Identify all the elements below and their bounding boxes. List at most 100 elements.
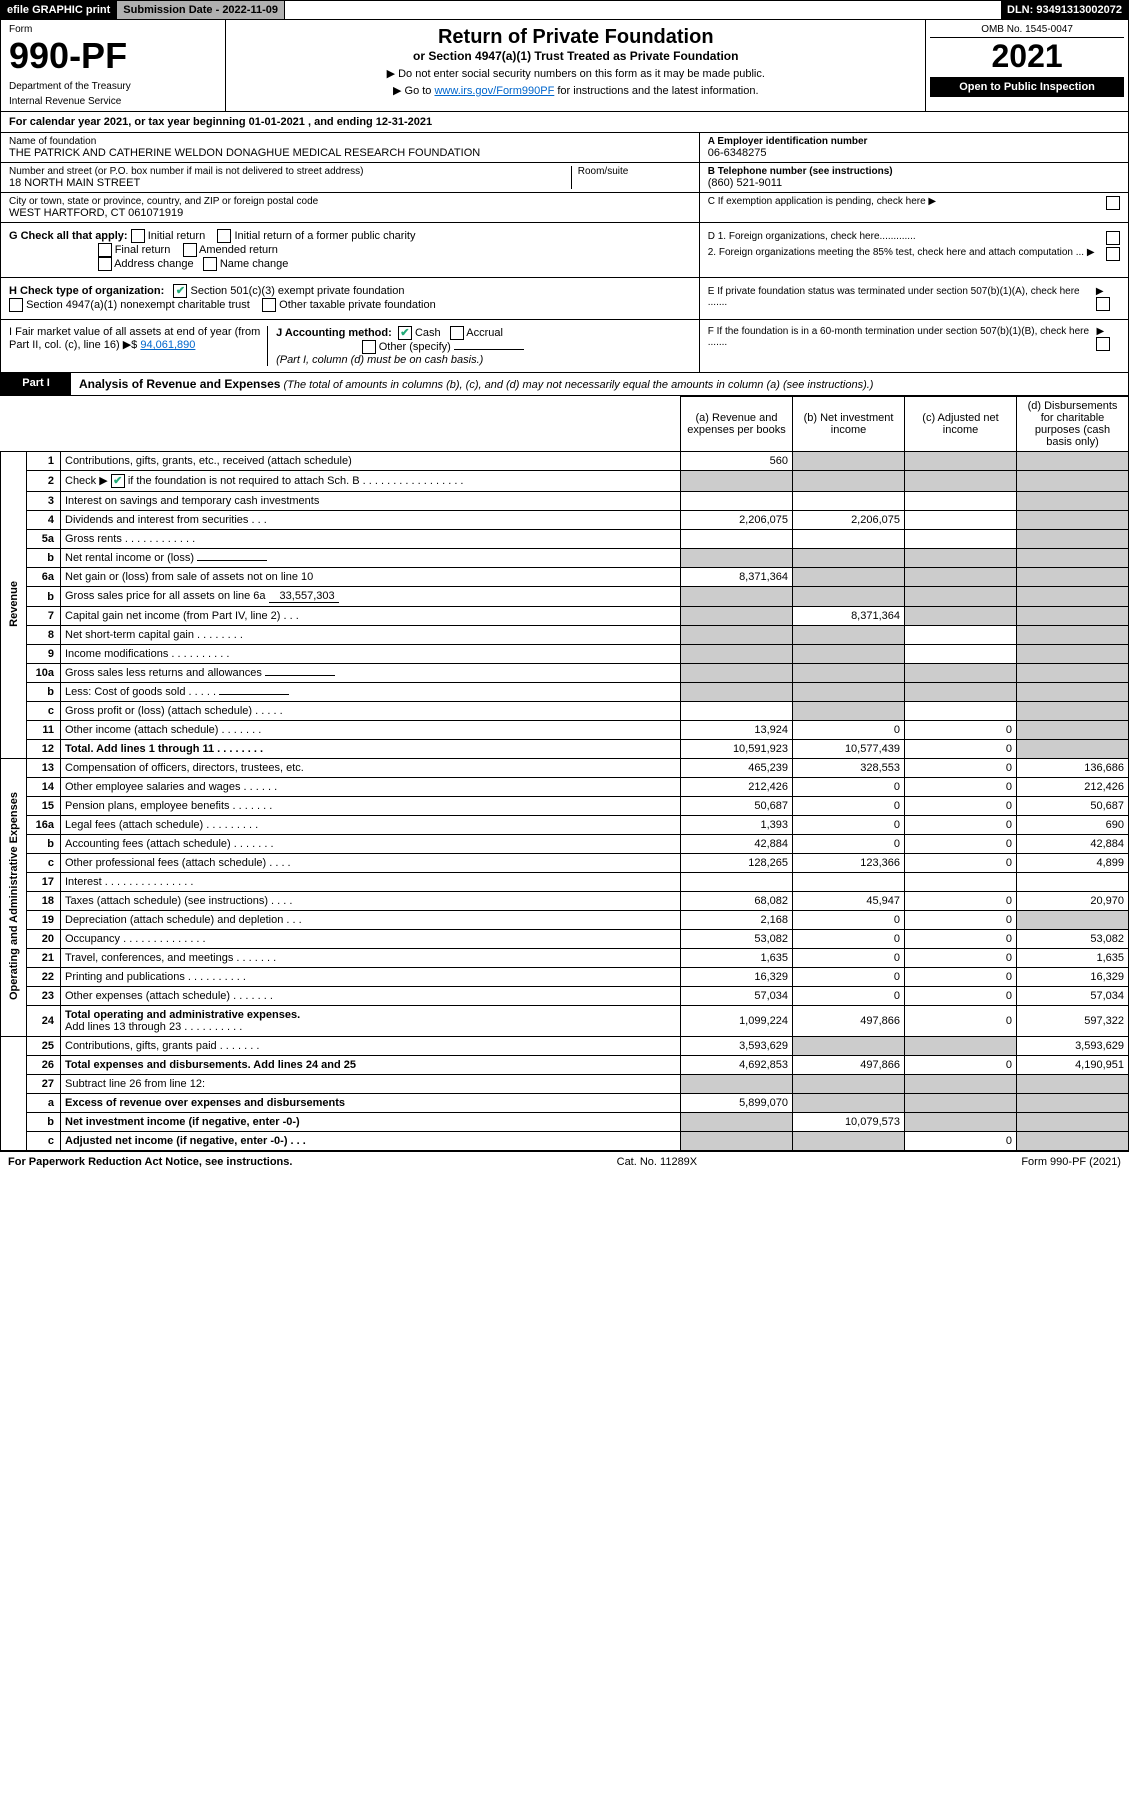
omb-number: OMB No. 1545-0047 xyxy=(930,24,1124,38)
h-501c3-checkbox[interactable]: ✔ xyxy=(173,284,187,298)
open-inspection: Open to Public Inspection xyxy=(930,77,1124,97)
table-row: 7Capital gain net income (from Part IV, … xyxy=(1,607,1129,626)
table-row: 25Contributions, gifts, grants paid . . … xyxy=(1,1037,1129,1056)
part1-header: Part I Analysis of Revenue and Expenses … xyxy=(0,373,1129,396)
d-section: D 1. Foreign organizations, check here..… xyxy=(700,223,1128,277)
part1-desc: Analysis of Revenue and Expenses (The to… xyxy=(71,373,1128,395)
inline-blank xyxy=(197,560,267,561)
e-section: E If private foundation status was termi… xyxy=(700,278,1128,319)
city-c-row: City or town, state or province, country… xyxy=(0,193,1129,223)
part1-title: Analysis of Revenue and Expenses xyxy=(79,377,280,391)
j-o2: Accrual xyxy=(466,327,503,339)
part1-label: Part I xyxy=(1,373,71,395)
h-o3: Other taxable private foundation xyxy=(279,299,436,311)
g-amended-checkbox[interactable] xyxy=(183,243,197,257)
table-row: 14Other employee salaries and wages . . … xyxy=(1,778,1129,797)
tax-year: 2021 xyxy=(930,38,1124,75)
header-right: OMB No. 1545-0047 2021 Open to Public In… xyxy=(925,20,1128,111)
form-number: 990-PF xyxy=(9,35,217,77)
row-num: 2 xyxy=(27,471,61,492)
table-row: 11Other income (attach schedule) . . . .… xyxy=(1,721,1129,740)
table-row: bNet rental income or (loss) xyxy=(1,549,1129,568)
j-accrual-checkbox[interactable] xyxy=(450,326,464,340)
j-other-checkbox[interactable] xyxy=(362,340,376,354)
foundation-name-cell: Name of foundation THE PATRICK AND CATHE… xyxy=(1,133,700,163)
ein-value: 06-6348275 xyxy=(708,147,1120,159)
j-cash-checkbox[interactable]: ✔ xyxy=(398,326,412,340)
j-section: J Accounting method: ✔ Cash Accrual Othe… xyxy=(268,326,691,366)
j-other-line xyxy=(454,349,524,350)
form-instructions-link[interactable]: www.irs.gov/Form990PF xyxy=(434,85,554,97)
table-row: 17Interest . . . . . . . . . . . . . . . xyxy=(1,873,1129,892)
e-checkbox[interactable] xyxy=(1096,297,1110,311)
table-row: 20Occupancy . . . . . . . . . . . . . .5… xyxy=(1,930,1129,949)
phone-label: B Telephone number (see instructions) xyxy=(708,166,893,177)
cell-na xyxy=(905,452,1017,471)
g-namechg-checkbox[interactable] xyxy=(203,257,217,271)
col-b-header: (b) Net investment income xyxy=(793,397,905,452)
col-d-header: (d) Disbursements for charitable purpose… xyxy=(1017,397,1129,452)
address-value: 18 NORTH MAIN STREET xyxy=(9,177,571,189)
line6b-inline: 33,557,303 xyxy=(269,590,339,603)
table-row: bNet investment income (if negative, ent… xyxy=(1,1113,1129,1132)
d2-checkbox[interactable] xyxy=(1106,247,1120,261)
table-row: 12Total. Add lines 1 through 11 . . . . … xyxy=(1,740,1129,759)
table-row: 23Other expenses (attach schedule) . . .… xyxy=(1,987,1129,1006)
g-former-checkbox[interactable] xyxy=(217,229,231,243)
footer-left: For Paperwork Reduction Act Notice, see … xyxy=(8,1156,292,1168)
dept-label: Department of the Treasury xyxy=(9,81,217,92)
h-label: H Check type of organization: xyxy=(9,285,164,297)
name-label: Name of foundation xyxy=(9,136,691,147)
part1-table: (a) Revenue and expenses per books (b) N… xyxy=(0,396,1129,1151)
city-value: WEST HARTFORD, CT 061071919 xyxy=(9,207,691,219)
row-desc: Contributions, gifts, grants, etc., rece… xyxy=(61,452,681,471)
d1-checkbox[interactable] xyxy=(1106,231,1120,245)
j-o1: Cash xyxy=(415,327,441,339)
e-label: E If private foundation status was termi… xyxy=(708,286,1096,311)
fmv-value-link[interactable]: 94,061,890 xyxy=(140,339,195,351)
h-o2: Section 4947(a)(1) nonexempt charitable … xyxy=(26,299,250,311)
c-cell: C If exemption application is pending, c… xyxy=(700,193,1128,223)
d1-label: D 1. Foreign organizations, check here..… xyxy=(708,231,916,245)
part1-note: (The total of amounts in columns (b), (c… xyxy=(283,379,873,391)
table-row: 8Net short-term capital gain . . . . . .… xyxy=(1,626,1129,645)
c-checkbox[interactable] xyxy=(1106,196,1120,210)
g-initial-checkbox[interactable] xyxy=(131,229,145,243)
irs-label: Internal Revenue Service xyxy=(9,96,217,107)
d2-label: 2. Foreign organizations meeting the 85%… xyxy=(708,247,1095,261)
f-checkbox[interactable] xyxy=(1096,337,1110,351)
table-row: 10aGross sales less returns and allowanc… xyxy=(1,664,1129,683)
g-label: G Check all that apply: xyxy=(9,230,128,242)
table-row: bLess: Cost of goods sold . . . . . xyxy=(1,683,1129,702)
table-row: cAdjusted net income (if negative, enter… xyxy=(1,1132,1129,1151)
g-o2: Final return xyxy=(115,244,171,256)
table-row: Operating and Administrative Expenses 13… xyxy=(1,759,1129,778)
i-j-cell: I Fair market value of all assets at end… xyxy=(1,320,700,372)
room-label: Room/suite xyxy=(578,166,691,177)
form-title: Return of Private Foundation xyxy=(232,26,919,49)
footer-center: Cat. No. 11289X xyxy=(617,1156,698,1168)
h-4947-checkbox[interactable] xyxy=(9,298,23,312)
address-phone-row: Number and street (or P.O. box number if… xyxy=(0,163,1129,193)
i-j-f-row: I Fair market value of all assets at end… xyxy=(0,320,1129,373)
cell-a: 560 xyxy=(681,452,793,471)
j-label: J Accounting method: xyxy=(276,327,392,339)
table-row: 19Depreciation (attach schedule) and dep… xyxy=(1,911,1129,930)
c-label: C If exemption application is pending, c… xyxy=(708,196,936,210)
g-final-checkbox[interactable] xyxy=(98,243,112,257)
address-cell: Number and street (or P.O. box number if… xyxy=(1,163,700,193)
submission-date: Submission Date - 2022-11-09 xyxy=(117,1,285,19)
ein-cell: A Employer identification number 06-6348… xyxy=(700,133,1128,163)
g-o4: Initial return of a former public charit… xyxy=(235,230,416,242)
table-row: 2Check ▶ ✔ if the foundation is not requ… xyxy=(1,471,1129,492)
foundation-name: THE PATRICK AND CATHERINE WELDON DONAGHU… xyxy=(9,147,691,159)
table-row: 9Income modifications . . . . . . . . . … xyxy=(1,645,1129,664)
g-addrchg-checkbox[interactable] xyxy=(98,257,112,271)
schb-checkbox[interactable]: ✔ xyxy=(111,474,125,488)
top-bar: efile GRAPHIC print Submission Date - 20… xyxy=(0,0,1129,20)
h-other-checkbox[interactable] xyxy=(262,298,276,312)
revenue-side-label: Revenue xyxy=(1,452,27,759)
row-num: 1 xyxy=(27,452,61,471)
header-center: Return of Private Foundation or Section … xyxy=(226,20,925,111)
col-c-header: (c) Adjusted net income xyxy=(905,397,1017,452)
